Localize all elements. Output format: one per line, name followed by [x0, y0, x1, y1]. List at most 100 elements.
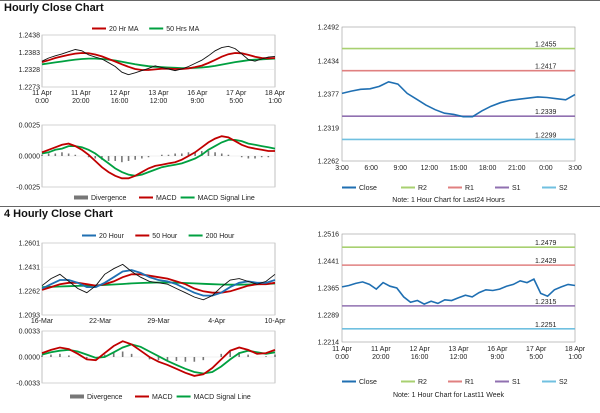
hourly-price-xtick-label: 11 Apr 0:00	[32, 90, 52, 105]
four-hourly-price-legend-label: 50 Hour	[152, 233, 178, 240]
hourly-macd-legend-label: MACD	[156, 195, 177, 202]
hourly-close-plot-frame	[341, 26, 576, 162]
hourly-close-xtick-label: 15:00	[450, 165, 468, 172]
four-hourly-close-ytick-label: 1.2516	[318, 232, 340, 239]
four-hourly-price-ytick-label: 1.2601	[19, 241, 41, 248]
hourly-close-level-r1-label: 1.2417	[535, 64, 557, 71]
hourly-close-xtick-label: 12:00	[421, 165, 439, 172]
four-hourly-macd-ytick-label: 0.0033	[19, 329, 41, 336]
hourly-macd-line	[41, 135, 275, 180]
hourly-close-xtick-label: 18:00	[479, 165, 497, 172]
hourly-close-legend-label: S1	[512, 185, 521, 192]
hourly-close-level-r2-label: 1.2455	[535, 42, 557, 49]
four-hourly-close-plot-frame	[341, 233, 576, 343]
hourly-price-line	[41, 45, 276, 76]
four-hourly-close-xtick-label: 12 Apr 16:00	[410, 346, 431, 361]
hourly-price-ytick-label: 1.2328	[19, 67, 41, 74]
hourly-close-legend-label: R2	[418, 185, 427, 192]
hourly-macd-ytick-label: 0.0025	[19, 123, 41, 130]
four-hourly-close-xtick-label: 13 Apr 12:00	[448, 346, 469, 361]
hourly-price-xtick-label: 13 Apr 12:00	[148, 90, 169, 105]
hourly-close-xtick-label: 3:00	[568, 165, 582, 172]
four-hourly-price-legend-label: 200 Hour	[206, 233, 235, 240]
four-hourly-close-legend-label: S2	[559, 379, 568, 386]
four-hourly-close-level-s1-label: 1.2315	[535, 299, 557, 306]
four-hourly-price-xtick-label: 22-Mar	[89, 318, 112, 325]
four-hourly-close-xtick-label: 11 Apr 0:00	[332, 346, 352, 361]
hourly-macd-signal-line	[41, 138, 276, 177]
four-hourly-close-note: Note: 1 Hour Chart for Last11 Week	[393, 392, 505, 399]
four-hourly-macd-ytick-label: 0.0000	[19, 355, 41, 362]
hourly-close-note: Note: 1 Hour Chart for Last24 Hours	[392, 197, 505, 204]
four-hourly-close-close-line	[341, 278, 576, 305]
hourly-close-close-line	[341, 80, 576, 118]
four-hourly-macd-line	[41, 340, 276, 377]
four-hourly-price-xtick-label: 10-Apr	[264, 318, 286, 325]
hourly-price-xtick-label: 17 Apr 5:00	[226, 90, 247, 105]
four-hourly-close-legend-label: R2	[418, 379, 427, 386]
four-hourly-close-legend-label: S1	[512, 379, 521, 386]
hourly-close-ytick-label: 1.2492	[318, 25, 340, 32]
four-hourly-20hour-line	[41, 269, 276, 297]
hourly-close-level-s2-label: 1.2299	[535, 132, 557, 139]
hourly-price-ytick-label: 1.2438	[19, 33, 41, 40]
hourly-price-xtick-label: 11 Apr 20:00	[71, 90, 91, 105]
four-hourly-close-legend-label: R1	[465, 379, 474, 386]
four-hourly-price-xtick-label: 4-Apr	[208, 318, 226, 325]
hourly-close-ytick-label: 1.2434	[318, 58, 340, 65]
hourly-price-ytick-label: 1.2273	[19, 85, 41, 92]
four-hourly-macd-legend-label: Divergence	[87, 394, 123, 401]
hourly-price-xtick-label: 12 Apr 16:00	[110, 90, 131, 105]
four-hourly-close-ytick-label: 1.2214	[318, 340, 340, 347]
four-hourly-close-xtick-label: 17 Apr 5:00	[526, 346, 547, 361]
hourly-close-xtick-label: 9:00	[393, 165, 407, 172]
four-hourly-price-ytick-label: 1.2431	[19, 265, 41, 272]
four-hourly-price-ytick-label: 1.2093	[19, 313, 41, 320]
hourly-20hr-ma-line	[41, 52, 276, 71]
four-hourly-close-xtick-label: 16 Apr 9:00	[487, 346, 508, 361]
hourly-macd-legend-label: Divergence	[91, 195, 127, 202]
four-hourly-section-header: 4 Hourly Close Chart	[0, 206, 600, 222]
four-hourly-close-ytick-label: 1.2441	[318, 258, 340, 265]
hourly-close-legend-label: Close	[359, 185, 377, 192]
hourly-close-ytick-label: 1.2262	[318, 159, 340, 166]
four-hourly-close-level-s2-label: 1.2251	[535, 322, 557, 329]
hourly-close-xtick-label: 21:00	[508, 165, 526, 172]
hourly-macd-legend-label: MACD Signal Line	[198, 195, 255, 202]
hourly-price-xtick-label: 18 Apr 1:00	[265, 90, 286, 105]
four-hourly-close-ytick-label: 1.2289	[318, 313, 340, 320]
hourly-close-legend-label: S2	[559, 185, 568, 192]
hourly-macd-ytick-label: -0.0025	[16, 185, 40, 192]
four-hourly-price-xtick-label: 16-Mar	[31, 318, 54, 325]
hourly-price-legend-label: 20 Hr MA	[109, 26, 139, 33]
four-hourly-macd-legend-label: MACD	[152, 394, 173, 401]
four-hourly-close-xtick-label: 11 Apr 20:00	[371, 346, 391, 361]
hourly-section-header: Hourly Close Chart	[0, 0, 600, 16]
four-hourly-macd-ytick-label: -0.0033	[16, 381, 40, 388]
four-hourly-close-level-r1-label: 1.2429	[535, 258, 557, 265]
four-hourly-price-xtick-label: 29-Mar	[147, 318, 170, 325]
hourly-close-xtick-label: 0:00	[539, 165, 553, 172]
hourly-price-legend-label: 50 Hrs MA	[166, 26, 199, 33]
hourly-close-ytick-label: 1.2377	[318, 92, 340, 99]
hourly-close-level-s1-label: 1.2339	[535, 109, 557, 116]
four-hourly-close-level-r2-label: 1.2479	[535, 240, 557, 247]
four-hourly-close-xtick-label: 18 Apr 1:00	[565, 346, 586, 361]
hourly-macd-ytick-label: 0.0000	[19, 154, 41, 161]
four-hourly-price-legend-label: 20 Hour	[99, 233, 125, 240]
four-hourly-macd-signal-line	[41, 343, 276, 375]
four-hourly-close-legend-label: Close	[359, 379, 377, 386]
four-hourly-macd-legend-label: MACD Signal Line	[194, 394, 251, 401]
hourly-close-xtick-label: 3:00	[335, 165, 349, 172]
hourly-price-ytick-label: 1.2383	[19, 50, 41, 57]
four-hourly-price-line	[41, 263, 276, 301]
hourly-close-ytick-label: 1.2319	[318, 125, 340, 132]
hourly-close-xtick-label: 6:00	[364, 165, 378, 172]
hourly-price-xtick-label: 16 Apr 9:00	[187, 90, 208, 105]
four-hourly-close-ytick-label: 1.2365	[318, 286, 340, 293]
four-hourly-section-title: 4 Hourly Close Chart	[4, 208, 113, 220]
hourly-close-legend-label: R1	[465, 185, 474, 192]
hourly-section-title: Hourly Close Chart	[4, 2, 104, 14]
